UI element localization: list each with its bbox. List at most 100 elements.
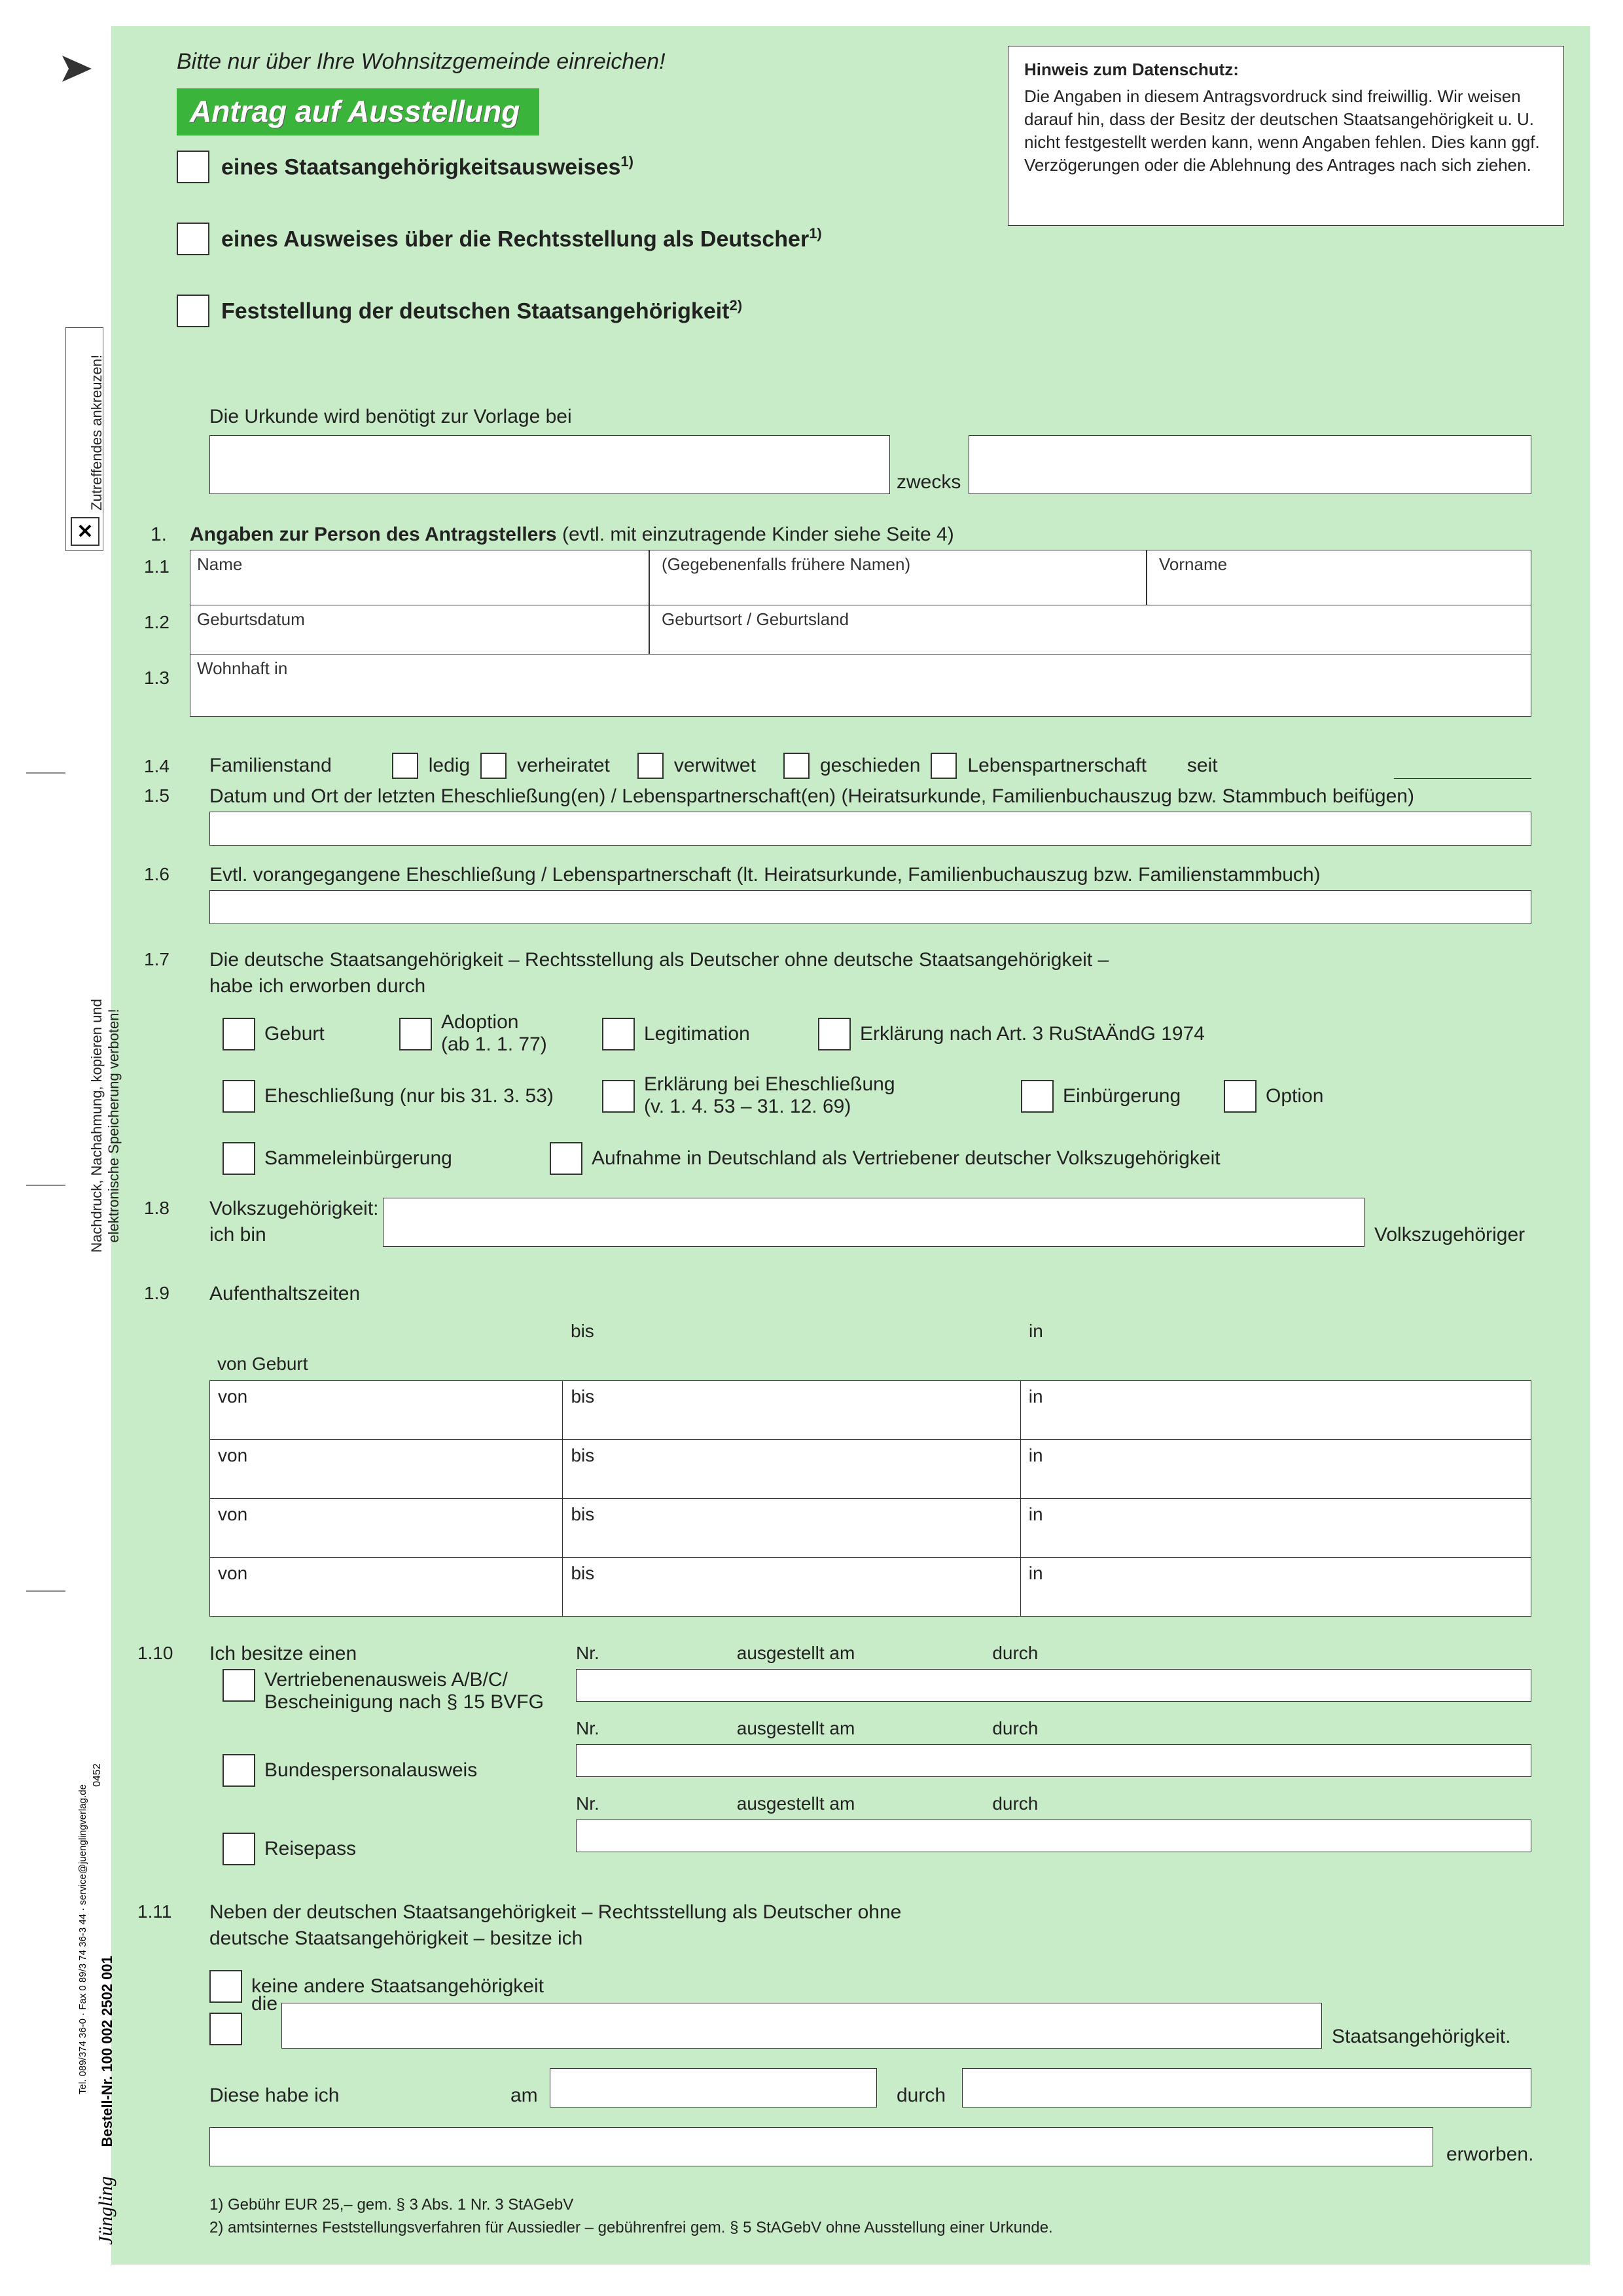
in-1: in — [1021, 1381, 1531, 1439]
vertriebenen-label: Vertriebenenausweis A/B/C/Bescheinigung … — [264, 1669, 544, 1713]
ehe-row: Eheschließung (nur bis 31. 3. 53) — [223, 1080, 554, 1113]
former-names-label: (Gegebenenfalls frühere Namen) — [655, 550, 917, 575]
row-1-7-intro1: Die deutsche Staatsangehörigkeit – Recht… — [209, 949, 1109, 971]
doc-header-2: Nr. ausgestellt am durch — [576, 1718, 1038, 1739]
ausgestellt-2: ausgestellt am — [737, 1718, 855, 1739]
einbuergerung-row: Einbürgerung — [1021, 1080, 1181, 1113]
row-1-1-num: 1.1 — [144, 556, 169, 577]
doc-input-1[interactable] — [576, 1669, 1531, 1702]
verwitwet-checkbox[interactable] — [637, 753, 664, 779]
von-geburt-label: von Geburt — [209, 1348, 563, 1380]
staatsangehoerigkeit-input[interactable] — [281, 2003, 1322, 2049]
row-1-5-input[interactable] — [209, 812, 1531, 846]
erworben-label: erworben. — [1446, 2144, 1533, 2166]
stay-table: bis in von Geburt von bis in von bis in … — [209, 1316, 1531, 1617]
publisher-block: Jüngling Bestell-Nr. 100 002 2502 001 — [95, 1956, 117, 2245]
nr-label-3: Nr. — [576, 1793, 599, 1814]
erkl-ehe-label: Erklärung bei Eheschließung(v. 1. 4. 53 … — [644, 1073, 895, 1118]
vertriebenen-row: Vertriebenenausweis A/B/C/Bescheinigung … — [223, 1669, 544, 1713]
row-1-6-input[interactable] — [209, 890, 1531, 924]
verwitwet-label: verwitwet — [674, 755, 756, 777]
in-3: in — [1021, 1499, 1531, 1557]
option-1-checkbox[interactable] — [177, 151, 209, 183]
geburt-checkbox[interactable] — [223, 1018, 255, 1050]
durch-3: durch — [992, 1793, 1038, 1814]
volkszugehoerigkeit-label1: Volkszugehörigkeit: — [209, 1198, 379, 1220]
stay-row-1[interactable]: von bis in — [209, 1381, 1531, 1440]
die-checkbox[interactable] — [209, 2013, 242, 2045]
sammel-label: Sammeleinbürgerung — [264, 1142, 452, 1170]
volkszugehoeriger-suffix: Volkszugehöriger — [1374, 1224, 1525, 1246]
option-3-checkbox[interactable] — [177, 295, 209, 327]
bis-2: bis — [563, 1440, 1020, 1498]
doc-input-3[interactable] — [576, 1820, 1531, 1852]
erkl-ehe-checkbox[interactable] — [602, 1080, 635, 1113]
bpa-checkbox[interactable] — [223, 1754, 255, 1787]
row-1-2-table[interactable]: Geburtsdatum Geburtsort / Geburtsland — [190, 605, 1531, 655]
row-1-3-table[interactable]: Wohnhaft in — [190, 655, 1531, 717]
nr-label-2: Nr. — [576, 1718, 599, 1739]
option-3-label: Feststellung der deutschen Staatsangehör… — [221, 297, 742, 324]
bestell-nr: Bestell-Nr. 100 002 2502 001 — [99, 1956, 115, 2147]
row-1-1-table[interactable]: Name (Gegebenenfalls frühere Namen) Vorn… — [190, 550, 1531, 605]
zwecks-label: zwecks — [897, 471, 961, 493]
geburt-label: Geburt — [264, 1018, 325, 1045]
legitimation-checkbox[interactable] — [602, 1018, 635, 1050]
vertriebenen-checkbox[interactable] — [223, 1669, 255, 1702]
aufnahme-checkbox[interactable] — [550, 1142, 582, 1175]
stay-row-4[interactable]: von bis in — [209, 1558, 1531, 1617]
bis-header: bis — [563, 1316, 1021, 1348]
footnote-2: 2) amtsinternes Feststellungsverfahren f… — [209, 2219, 1053, 2237]
option-checkbox[interactable] — [1224, 1080, 1257, 1113]
staatsangehoerigkeit-suffix: Staatsangehörigkeit. — [1332, 2026, 1511, 2048]
ausgestellt-3: ausgestellt am — [737, 1793, 855, 1814]
row-1-11-intro2: deutsche Staatsangehörigkeit – besitze i… — [209, 1928, 582, 1950]
stay-header: bis in — [209, 1316, 1531, 1348]
geschieden-checkbox[interactable] — [783, 753, 810, 779]
option-2-checkbox[interactable] — [177, 223, 209, 255]
row-1-9-num: 1.9 — [144, 1283, 169, 1304]
volkszugehoerigkeit-input[interactable] — [383, 1198, 1364, 1247]
stay-row-3[interactable]: von bis in — [209, 1499, 1531, 1558]
sammel-row: Sammeleinbürgerung — [223, 1142, 452, 1175]
sammel-checkbox[interactable] — [223, 1142, 255, 1175]
aufnahme-row: Aufnahme in Deutschland als Vertriebener… — [550, 1142, 1221, 1175]
einbuergerung-checkbox[interactable] — [1021, 1080, 1054, 1113]
ehe-checkbox[interactable] — [223, 1080, 255, 1113]
am-input[interactable] — [550, 2068, 877, 2108]
erklaerung-art3-label: Erklärung nach Art. 3 RuStAÄndG 1974 — [860, 1018, 1205, 1045]
name-label: Name — [190, 550, 249, 575]
section-1-heading: Angaben zur Person des Antragstellers (e… — [190, 524, 954, 546]
lp-label: Lebenspartnerschaft — [967, 755, 1147, 777]
reisepass-label: Reisepass — [264, 1833, 356, 1860]
erklaerung-art3-checkbox[interactable] — [818, 1018, 851, 1050]
adoption-label: Adoption(ab 1. 1. 77) — [441, 1011, 547, 1056]
geburt-row: Geburt — [223, 1018, 325, 1050]
erworben-input[interactable] — [209, 2127, 1433, 2166]
durch-2: durch — [992, 1718, 1038, 1739]
ledig-checkbox[interactable] — [392, 753, 418, 779]
lp-checkbox[interactable] — [931, 753, 957, 779]
doc-header-1: Nr.ausgestellt amdurch — [576, 1643, 1038, 1664]
row-1-3-num: 1.3 — [144, 668, 169, 689]
verheiratet-checkbox[interactable] — [480, 753, 507, 779]
zwecks-input[interactable] — [969, 435, 1531, 494]
side-text-2: Nachdruck, Nachahmung, kopieren und elek… — [88, 995, 123, 1257]
vorlage-bei-input[interactable] — [209, 435, 890, 494]
fold-mark — [26, 772, 65, 774]
von-2: von — [210, 1440, 563, 1498]
doc-input-2[interactable] — [576, 1744, 1531, 1777]
durch-input[interactable] — [962, 2068, 1531, 2108]
legitimation-label: Legitimation — [644, 1018, 750, 1045]
stay-row-2[interactable]: von bis in — [209, 1440, 1531, 1499]
von-4: von — [210, 1558, 563, 1616]
wohnhaft-label: Wohnhaft in — [190, 655, 1531, 679]
reisepass-checkbox[interactable] — [223, 1833, 255, 1865]
seit-input[interactable] — [1394, 749, 1531, 779]
keine-checkbox[interactable] — [209, 1970, 242, 2003]
arrow-marker-icon — [59, 52, 98, 88]
row-1-11-num: 1.11 — [137, 1901, 171, 1922]
row-1-6-num: 1.6 — [144, 864, 169, 885]
adoption-checkbox[interactable] — [399, 1018, 432, 1050]
row-1-6-text: Evtl. vorangegangene Eheschließung / Leb… — [209, 864, 1321, 886]
